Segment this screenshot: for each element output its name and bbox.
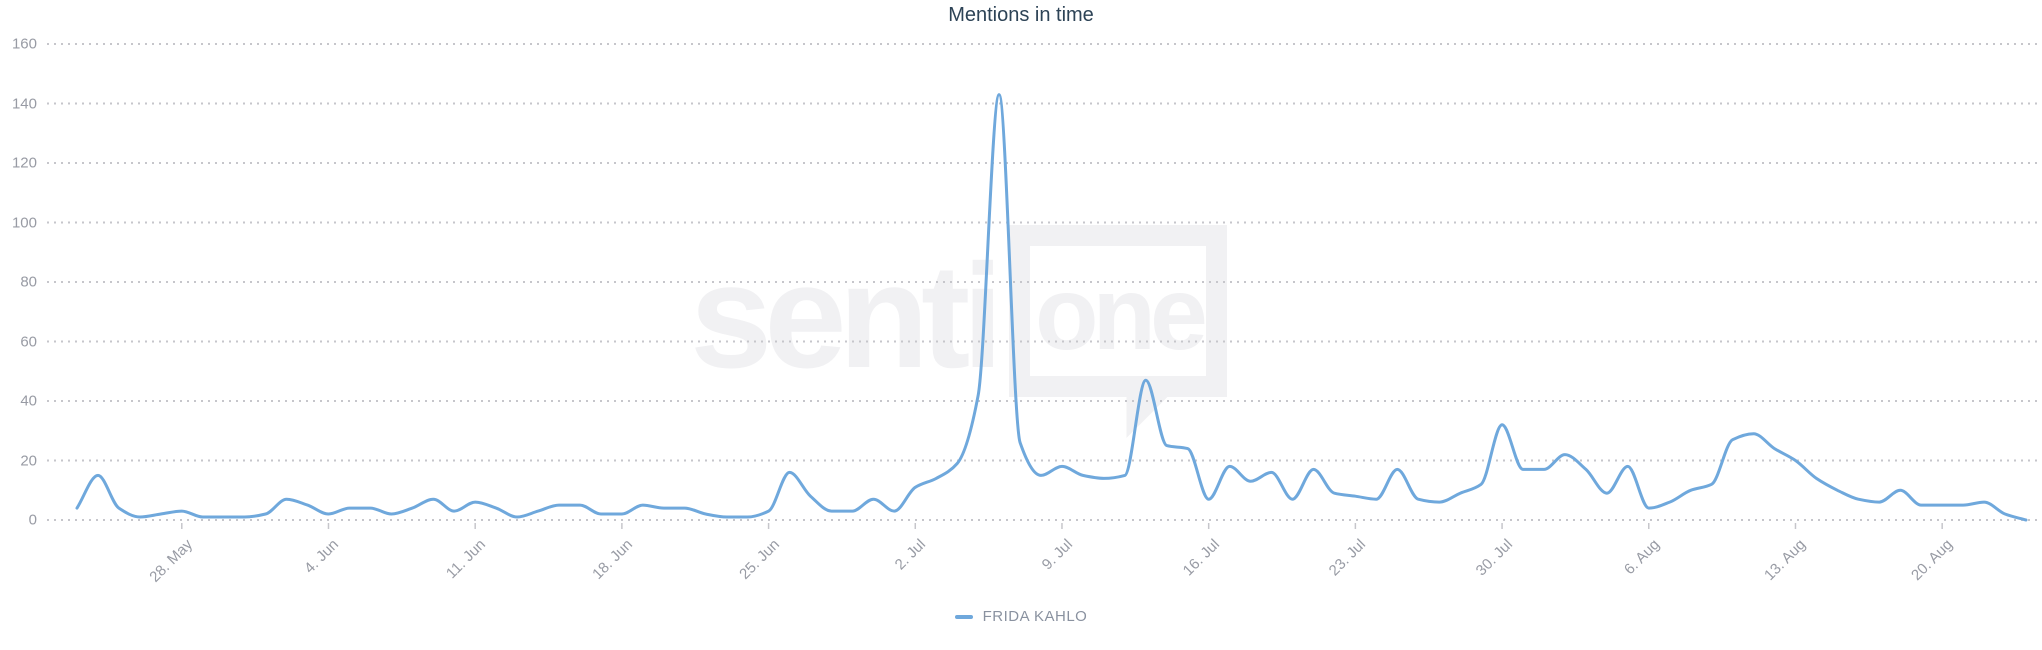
y-axis-label: 0 bbox=[28, 511, 37, 529]
chart-title: Mentions in time bbox=[948, 4, 1094, 26]
legend-label: FRIDA KAHLO bbox=[982, 608, 1088, 625]
y-axis-label: 160 bbox=[11, 35, 37, 53]
y-axis-label: 60 bbox=[20, 333, 37, 350]
legend-item-frida-kahlo[interactable]: FRIDA KAHLO bbox=[0, 608, 2042, 625]
y-axis-label: 100 bbox=[11, 214, 37, 231]
y-axis-label: 120 bbox=[11, 154, 37, 172]
y-axis-label: 140 bbox=[11, 95, 37, 112]
y-axis-label: 40 bbox=[20, 392, 37, 410]
y-axis-label: 20 bbox=[20, 452, 37, 469]
y-axis-label: 80 bbox=[20, 273, 37, 291]
legend-line-swatch bbox=[954, 614, 973, 619]
